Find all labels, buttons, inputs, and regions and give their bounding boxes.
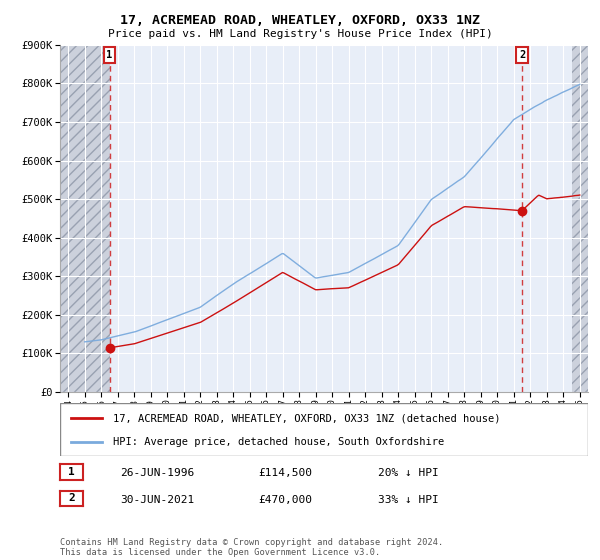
Text: HPI: Average price, detached house, South Oxfordshire: HPI: Average price, detached house, Sout… (113, 436, 444, 446)
Text: 2: 2 (519, 50, 525, 60)
Bar (571, 45, 588, 392)
Text: 2: 2 (68, 493, 75, 503)
Text: 26-JUN-1996: 26-JUN-1996 (120, 468, 194, 478)
FancyBboxPatch shape (60, 403, 588, 456)
Text: 33% ↓ HPI: 33% ↓ HPI (378, 494, 439, 505)
Text: 17, ACREMEAD ROAD, WHEATLEY, OXFORD, OX33 1NZ: 17, ACREMEAD ROAD, WHEATLEY, OXFORD, OX3… (120, 14, 480, 27)
Text: 1: 1 (106, 50, 113, 60)
Text: £470,000: £470,000 (258, 494, 312, 505)
Bar (60, 45, 110, 392)
Text: 17, ACREMEAD ROAD, WHEATLEY, OXFORD, OX33 1NZ (detached house): 17, ACREMEAD ROAD, WHEATLEY, OXFORD, OX3… (113, 413, 500, 423)
Text: 1: 1 (68, 467, 75, 477)
Text: Price paid vs. HM Land Registry's House Price Index (HPI): Price paid vs. HM Land Registry's House … (107, 29, 493, 39)
Text: 20% ↓ HPI: 20% ↓ HPI (378, 468, 439, 478)
Text: £114,500: £114,500 (258, 468, 312, 478)
Text: 30-JUN-2021: 30-JUN-2021 (120, 494, 194, 505)
Text: Contains HM Land Registry data © Crown copyright and database right 2024.
This d: Contains HM Land Registry data © Crown c… (60, 538, 443, 557)
